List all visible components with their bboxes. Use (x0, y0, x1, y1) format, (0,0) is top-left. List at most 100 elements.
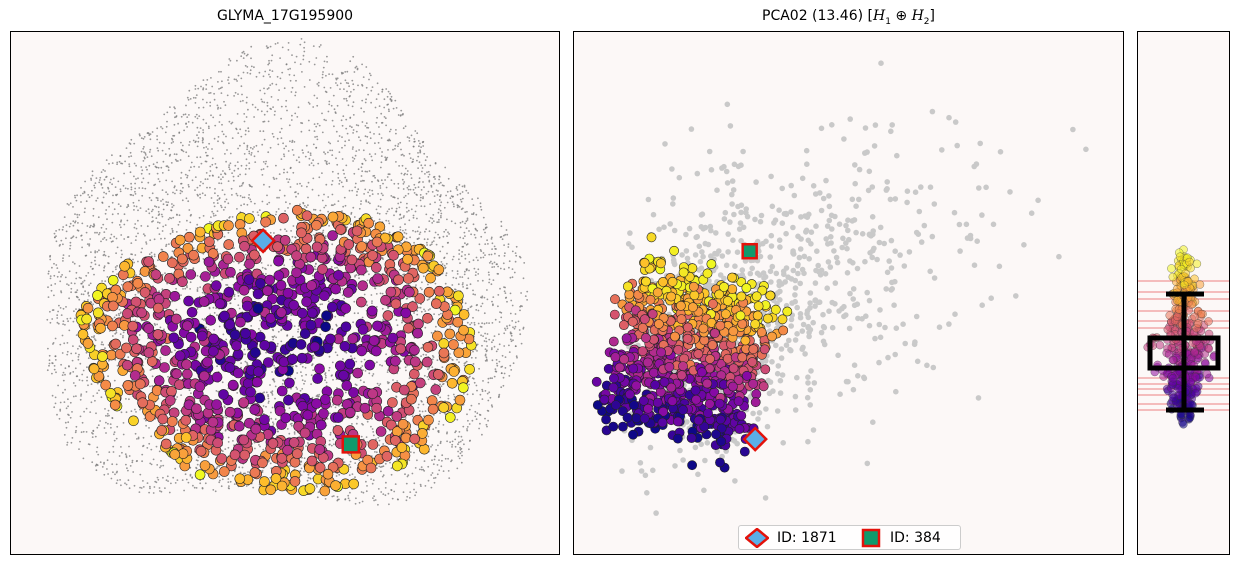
background-cell-point (325, 183, 328, 186)
background-cell-point (156, 135, 159, 137)
background-cell-point (243, 153, 246, 155)
background-cell-point (56, 413, 58, 416)
background-cell-point (448, 477, 451, 479)
background-cell-point (194, 176, 197, 179)
background-cell-point (398, 218, 401, 220)
background-cell-point (352, 321, 354, 324)
background-cell-point (250, 200, 253, 203)
background-cell-point (69, 247, 71, 250)
background-cell-point (55, 371, 57, 374)
background-cell-point (389, 461, 391, 464)
background-cell-point (344, 176, 347, 179)
background-cell-point (103, 265, 106, 267)
background-cell-point (192, 247, 195, 250)
background-cell-point (68, 365, 70, 368)
background-cell-point (501, 238, 504, 241)
background-cell-point (205, 122, 208, 125)
background-cell-point (299, 470, 302, 473)
background-cell-point (493, 335, 496, 337)
background-cell-point (312, 106, 315, 108)
background-cell-point (134, 319, 137, 322)
background-cell-point (416, 132, 419, 135)
background-cell-point (498, 321, 501, 323)
background-cell-point (161, 172, 164, 174)
background-cell-point (349, 466, 352, 469)
background-cell-point (187, 155, 190, 158)
background-cell-point (481, 390, 484, 393)
background-cell-point (428, 230, 431, 233)
background-cell-point (132, 194, 135, 197)
background-cell-point (86, 376, 89, 379)
background-cell-point (231, 216, 234, 218)
background-cell-point (468, 383, 470, 386)
background-cell-point (266, 101, 269, 104)
background-cell-point (72, 395, 75, 398)
background-cell-point (269, 76, 271, 78)
background-cell-point (485, 337, 487, 340)
background-cell-point (352, 83, 355, 86)
background-cell-point (375, 98, 378, 100)
background-cell-point (107, 187, 110, 190)
background-cell-point (211, 148, 213, 150)
background-cell-point (115, 314, 118, 317)
background-cell-point (148, 151, 151, 153)
background-cell-point (54, 355, 57, 358)
background-cell-point (202, 215, 205, 217)
background-cell-point (427, 309, 430, 311)
background-cell-point (349, 125, 351, 128)
background-cell-point (341, 287, 344, 290)
background-cell-point (90, 261, 93, 264)
background-cell-point (131, 461, 134, 464)
background-cell-point (221, 278, 223, 281)
background-cell-point (478, 243, 481, 246)
background-cell-point (227, 441, 230, 443)
background-cell-point (165, 243, 168, 246)
background-cell-point (291, 86, 294, 89)
background-cell-point (338, 135, 341, 137)
background-cell-point (227, 180, 230, 183)
background-cell-point (202, 131, 205, 134)
background-cell-point (228, 485, 230, 487)
background-cell-point (465, 220, 468, 223)
background-cell-point (270, 411, 272, 414)
background-cell-point (396, 380, 399, 382)
background-cell-point (472, 289, 474, 292)
background-cell-point (420, 355, 422, 357)
background-cell-point (293, 431, 296, 434)
background-cell-point (432, 220, 435, 223)
background-cell-point (316, 135, 318, 138)
background-cell-point (487, 410, 490, 412)
background-cell-point (270, 417, 273, 420)
background-cell-point (438, 199, 441, 201)
background-cell-point (270, 264, 272, 267)
background-cell-point (174, 467, 177, 470)
background-cell-point (109, 423, 112, 425)
background-cell-point (86, 243, 89, 246)
background-cell-point (296, 183, 299, 185)
background-cell-point (89, 282, 92, 285)
background-cell-point (89, 238, 92, 240)
background-cell-point (103, 463, 105, 465)
background-cell-point (512, 339, 514, 342)
background-cell-point (307, 196, 309, 199)
background-cell-point (246, 96, 248, 99)
background-cell-point (195, 113, 198, 116)
background-cell-point (274, 43, 277, 45)
background-cell-point (423, 152, 426, 155)
background-cell-point (331, 154, 334, 156)
background-cell-point (321, 172, 323, 175)
background-cell-point (246, 146, 249, 148)
background-cell-point (526, 299, 528, 301)
background-cell-point (313, 123, 316, 125)
background-cell-point (184, 113, 187, 116)
background-cell-point (346, 99, 348, 102)
background-cell-point (468, 230, 470, 232)
background-cell-point (113, 439, 116, 442)
background-cell-point (118, 308, 121, 311)
background-cell-point (218, 88, 220, 90)
background-cell-point (271, 371, 273, 373)
background-cell-point (395, 319, 398, 321)
background-cell-point (66, 441, 69, 444)
background-cell-point (421, 170, 423, 173)
background-cell-point (399, 226, 402, 229)
